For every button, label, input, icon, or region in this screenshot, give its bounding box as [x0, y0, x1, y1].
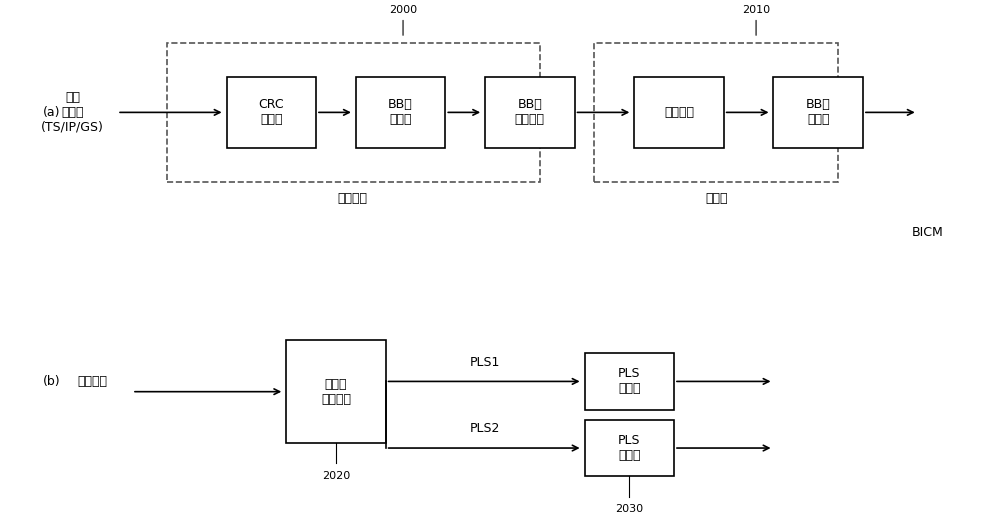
FancyBboxPatch shape — [585, 420, 674, 476]
Text: (a): (a) — [43, 106, 60, 119]
FancyBboxPatch shape — [634, 76, 724, 148]
Text: BB帧
切分器: BB帧 切分器 — [388, 98, 413, 126]
Text: 物理层
信令生成: 物理层 信令生成 — [321, 378, 351, 406]
FancyBboxPatch shape — [356, 76, 445, 148]
FancyBboxPatch shape — [485, 76, 575, 148]
Text: CRC
编码器: CRC 编码器 — [258, 98, 284, 126]
FancyBboxPatch shape — [227, 76, 316, 148]
Text: BB帧
报头插入: BB帧 报头插入 — [515, 98, 545, 126]
FancyBboxPatch shape — [585, 353, 674, 410]
Text: 2020: 2020 — [322, 471, 350, 481]
Text: 填充插入: 填充插入 — [664, 106, 694, 119]
Text: PLS
加扰器: PLS 加扰器 — [618, 434, 641, 462]
FancyBboxPatch shape — [773, 76, 863, 148]
Text: BB帧
加扰器: BB帧 加扰器 — [806, 98, 831, 126]
FancyBboxPatch shape — [286, 341, 386, 443]
Text: BICM: BICM — [912, 226, 943, 239]
Text: PLS2: PLS2 — [470, 422, 500, 435]
Text: 流适配: 流适配 — [706, 192, 728, 205]
Text: PLS1: PLS1 — [470, 356, 500, 369]
Text: 模式适配: 模式适配 — [338, 192, 368, 205]
Text: PLS
加扰器: PLS 加扰器 — [618, 368, 641, 395]
Text: 2030: 2030 — [615, 504, 643, 514]
Text: 单个
输入流
(TS/IP/GS): 单个 输入流 (TS/IP/GS) — [41, 91, 104, 134]
Text: 管理信息: 管理信息 — [77, 375, 107, 388]
Text: 2010: 2010 — [742, 5, 770, 15]
Text: (b): (b) — [43, 375, 60, 388]
Text: 2000: 2000 — [389, 5, 417, 15]
